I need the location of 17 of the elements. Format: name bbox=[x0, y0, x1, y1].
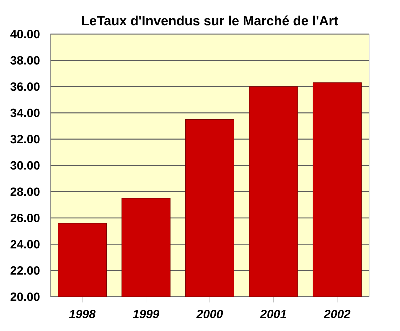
x-tick-label: 2001 bbox=[260, 310, 286, 318]
y-tick-label: 28.00 bbox=[10, 188, 40, 196]
y-tick-label: 34.00 bbox=[10, 108, 40, 118]
chart-title: LeTaux d'Invendus sur le Marché de l'Art bbox=[82, 16, 338, 26]
x-tick-label: 2002 bbox=[324, 310, 351, 318]
x-tick-label: 1999 bbox=[133, 310, 160, 318]
y-tick-label: 32.00 bbox=[10, 135, 40, 144]
y-tick-label: 30.00 bbox=[10, 161, 40, 170]
x-tick-label: 1998 bbox=[69, 310, 96, 318]
y-tick-label: 20.00 bbox=[10, 292, 40, 302]
y-tick-label: 24.00 bbox=[10, 240, 40, 249]
y-tick-label: 40.00 bbox=[10, 30, 40, 39]
y-tick-label: 22.00 bbox=[10, 266, 40, 275]
y-tick-label: 36.00 bbox=[10, 82, 40, 92]
y-tick-label: 26.00 bbox=[10, 214, 40, 222]
x-tick-label: 2000 bbox=[196, 310, 224, 318]
y-tick-label: 38.00 bbox=[10, 56, 40, 65]
